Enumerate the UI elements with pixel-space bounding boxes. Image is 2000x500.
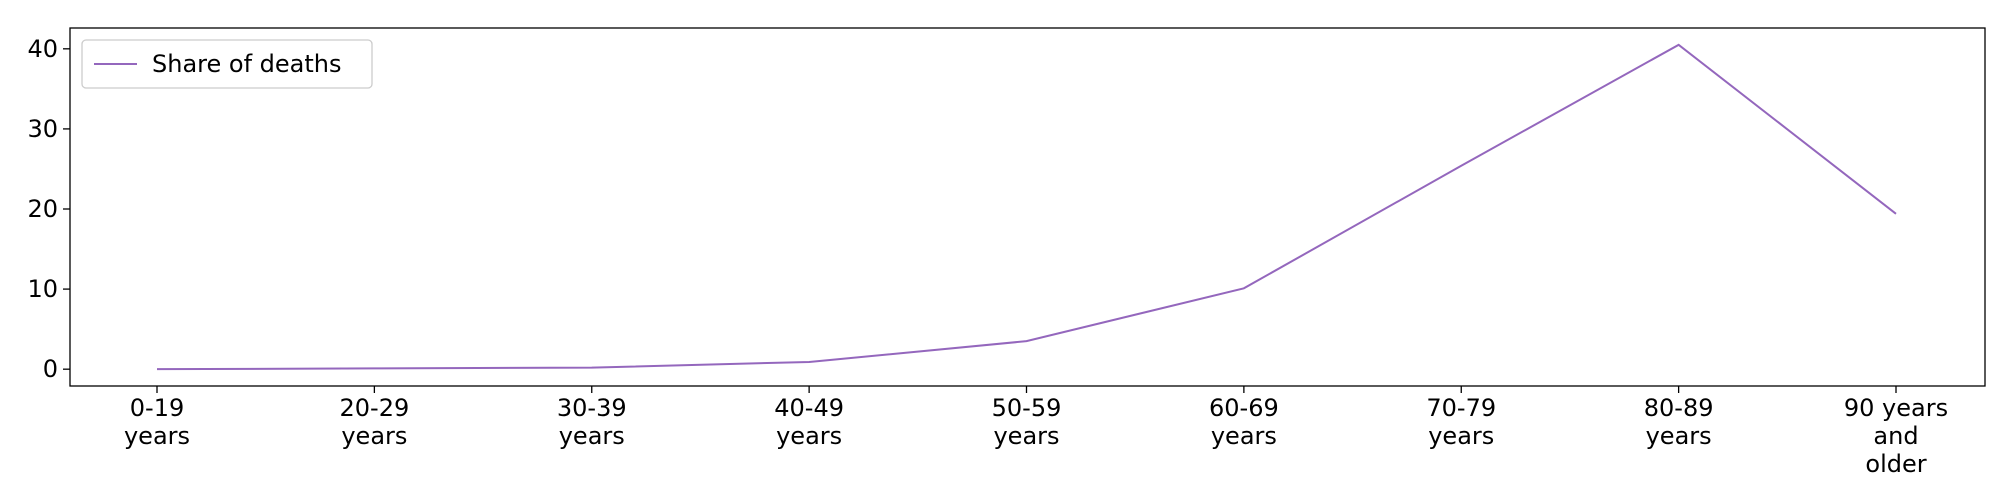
x-tick-label: 0-19 years (124, 394, 190, 450)
y-tick-label: 10 (27, 275, 58, 303)
legend-box (81, 39, 373, 89)
x-tick-label: 40-49 years (774, 394, 844, 450)
x-tick-label: 90 years and older (1844, 394, 1948, 478)
legend-label: Share of deaths (152, 50, 341, 78)
x-tick-label: 20-29 years (340, 394, 410, 450)
y-tick-label: 30 (27, 115, 58, 143)
series-line-0 (156, 43, 1897, 371)
x-tick-label: 60-69 years (1209, 394, 1279, 450)
x-tick-label: 80-89 years (1644, 394, 1714, 450)
y-tick-label: 20 (27, 195, 58, 223)
plot-frame (69, 27, 1986, 387)
y-tick-label: 0 (43, 355, 58, 383)
x-tick-label: 30-39 years (557, 394, 627, 450)
x-tick-label: 50-59 years (992, 394, 1062, 450)
x-tick-label: 70-79 years (1426, 394, 1496, 450)
y-tick-label: 40 (27, 35, 58, 63)
